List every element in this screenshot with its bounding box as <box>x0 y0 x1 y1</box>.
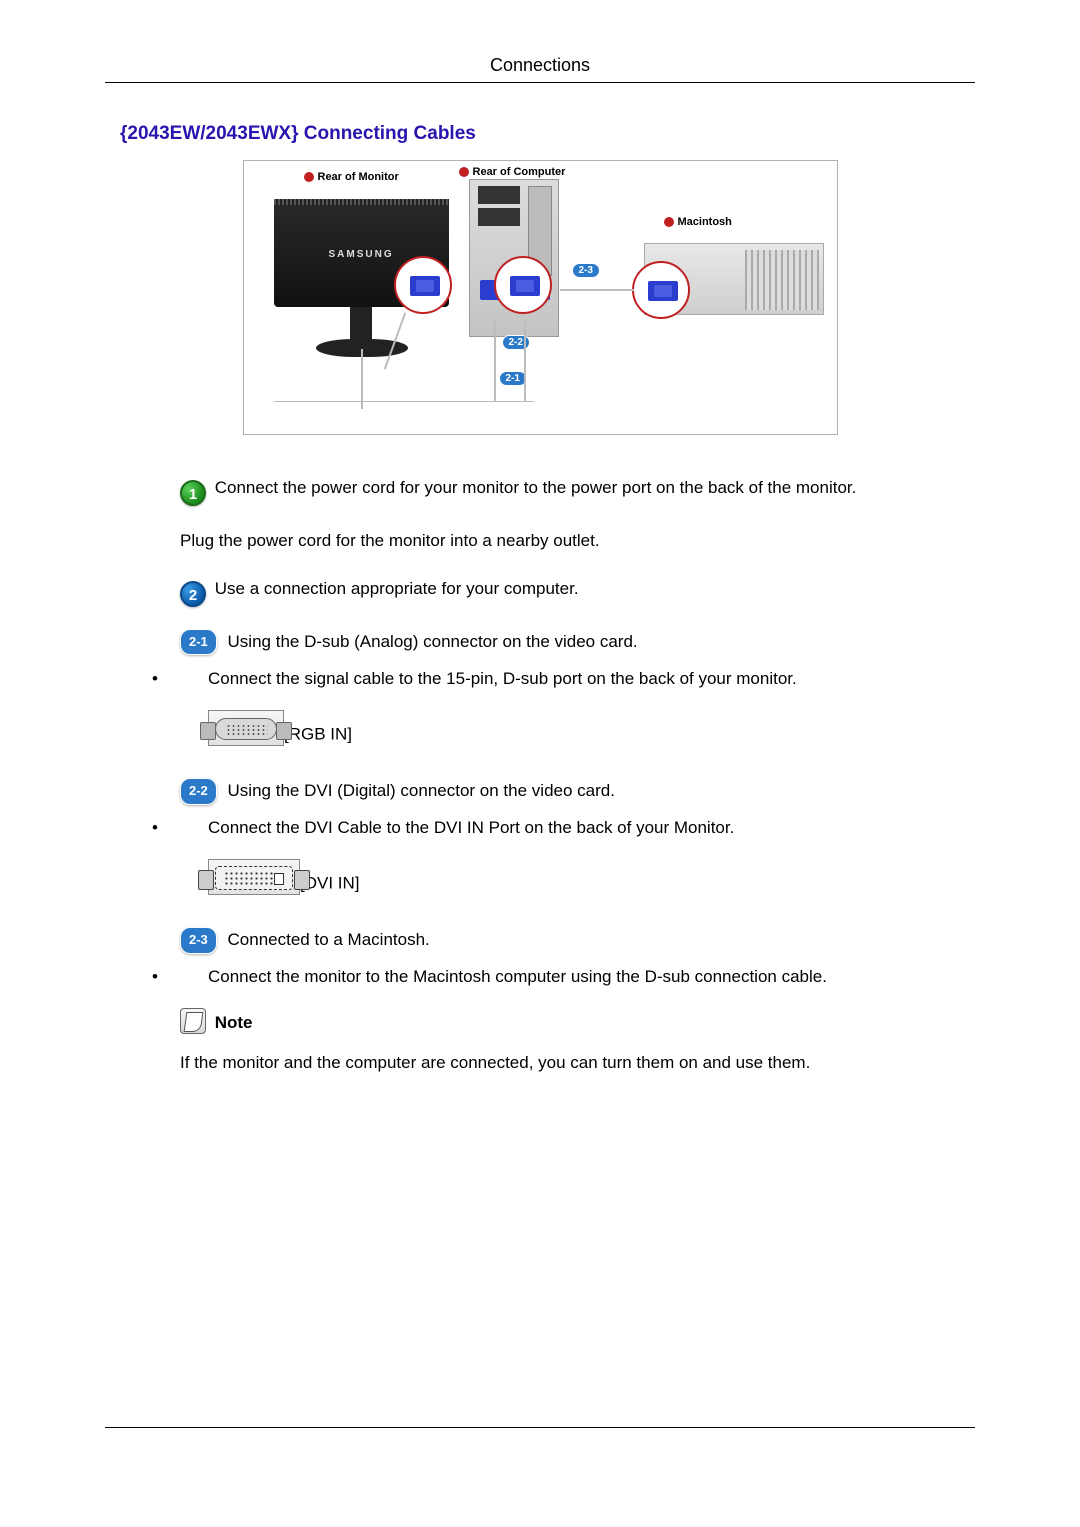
note-text: If the monitor and the computer are conn… <box>180 1050 965 1076</box>
zoom-computer-port <box>494 256 552 314</box>
instruction-body: 1 Connect the power cord for your monito… <box>180 475 965 1077</box>
diagram-pill-23: 2-3 <box>572 263 600 278</box>
step-1-sub: Plug the power cord for the monitor into… <box>180 528 965 554</box>
footer-rule <box>105 1427 975 1428</box>
note-icon <box>180 1008 206 1034</box>
bullet-icon <box>664 217 674 227</box>
zoom-mac-port <box>632 261 690 319</box>
section-title: {2043EW/2043EWX} Connecting Cables <box>120 123 975 145</box>
page-header: Connections <box>105 55 975 83</box>
bullet-icon <box>459 167 469 177</box>
pill-2-3: 2-3 <box>180 927 217 953</box>
label-rear-monitor: Rear of Monitor <box>304 171 399 183</box>
diagram-pill-22: 2-2 <box>502 335 530 350</box>
step-2-3-bullets: Connect the monitor to the Macintosh com… <box>180 964 965 990</box>
zoom-monitor-port <box>394 256 452 314</box>
step-2-2-bullets: Connect the DVI Cable to the DVI IN Port… <box>180 815 965 841</box>
bullet-2-3: Connect the monitor to the Macintosh com… <box>208 964 965 990</box>
pill-2-1: 2-1 <box>180 629 217 655</box>
dvi-port-icon <box>208 859 300 895</box>
step-2-1-head: 2-1 Using the D-sub (Analog) connector o… <box>180 629 965 655</box>
bullet-2-2: Connect the DVI Cable to the DVI IN Port… <box>208 815 965 841</box>
step-2-icon: 2 <box>180 581 206 607</box>
bullet-2-1: Connect the signal cable to the 15-pin, … <box>208 666 965 692</box>
label-macintosh: Macintosh <box>664 216 732 228</box>
step-2-3-head: 2-3 Connected to a Macintosh. <box>180 927 965 953</box>
note-label: Note <box>215 1013 253 1032</box>
pill-2-2: 2-2 <box>180 778 217 804</box>
label-rear-computer: Rear of Computer <box>459 166 566 178</box>
step-2-1-bullets: Connect the signal cable to the 15-pin, … <box>180 666 965 692</box>
connection-diagram: Rear of Monitor Rear of Computer Macinto… <box>243 160 838 435</box>
step-1-text: Connect the power cord for your monitor … <box>215 478 857 497</box>
rgb-port-label: [RGB IN] <box>284 725 352 744</box>
step-1-icon: 1 <box>180 480 206 506</box>
rgb-port-icon <box>208 710 284 746</box>
page: Connections {2043EW/2043EWX} Connecting … <box>0 0 1080 1498</box>
step-1: 1 Connect the power cord for your monito… <box>180 475 965 506</box>
step-2-text: Use a connection appropriate for your co… <box>215 579 579 598</box>
bullet-icon <box>304 172 314 182</box>
step-2: 2 Use a connection appropriate for your … <box>180 576 965 607</box>
step-2-2-head: 2-2 Using the DVI (Digital) connector on… <box>180 778 965 804</box>
note-row: Note <box>180 1008 965 1036</box>
